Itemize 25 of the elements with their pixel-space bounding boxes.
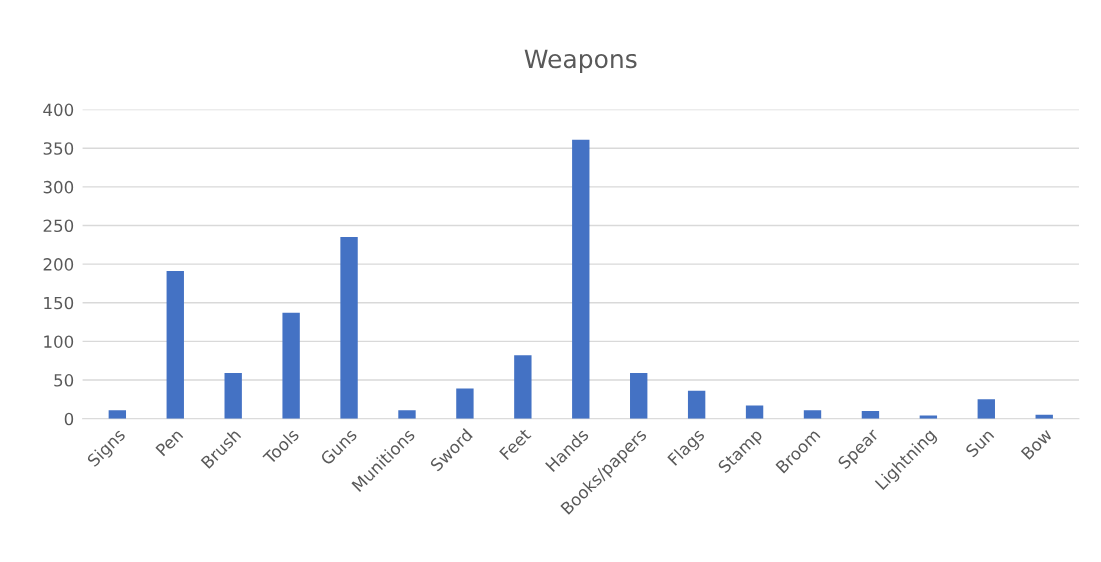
- bar: [456, 388, 474, 419]
- chart-title: Weapons: [524, 49, 637, 74]
- bar: [108, 410, 127, 419]
- bar: [514, 355, 532, 419]
- y-tick-label: 400: [43, 103, 74, 117]
- bar: [224, 373, 242, 419]
- bar: [687, 390, 706, 419]
- y-tick-label: 100: [44, 335, 74, 348]
- x-tick-label: Pen: [155, 428, 184, 457]
- bar: [572, 139, 590, 419]
- bar: [977, 399, 995, 419]
- y-tick-label: 300: [43, 180, 74, 194]
- bar: [803, 410, 822, 419]
- y-tick-label: 200: [43, 258, 74, 271]
- y-tick-label: 250: [43, 219, 74, 233]
- bar: [630, 373, 648, 419]
- y-tick-label: 50: [54, 374, 74, 387]
- bar: [282, 312, 300, 419]
- y-tick-label: 150: [44, 296, 74, 310]
- bar: [340, 237, 358, 419]
- x-tick-label: Sun: [964, 428, 995, 458]
- y-tick-label: 0: [64, 412, 74, 426]
- y-tick-label: 350: [43, 142, 74, 155]
- bar: [398, 410, 416, 419]
- bar: [166, 271, 184, 419]
